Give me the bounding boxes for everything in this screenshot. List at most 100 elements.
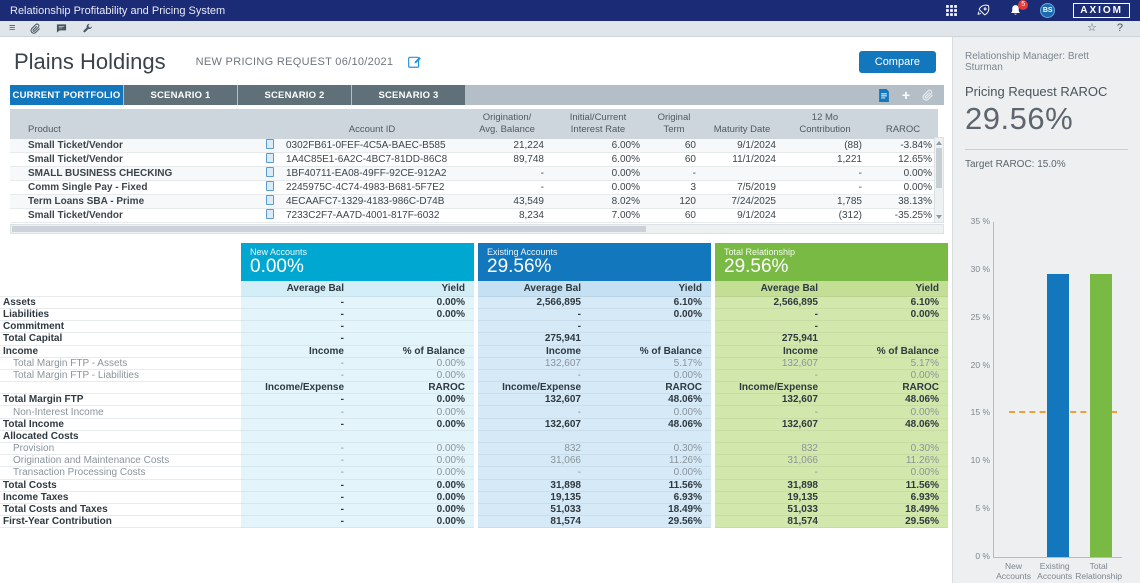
percent-cell: 0.00% [353, 357, 474, 370]
summary-group-headers: New Accounts 0.00% Existing Accounts 29.56%… [241, 242, 952, 281]
account-document-icon[interactable] [266, 166, 274, 177]
value-cell: 132,607 [715, 418, 827, 431]
group-gap [711, 280, 715, 297]
avg-bal-header: Average Bal [715, 280, 827, 297]
summary-row: First-Year Contribution -0.00% 81,574 29.56… [0, 516, 952, 529]
add-icon[interactable]: + [901, 87, 910, 103]
percent-cell [353, 321, 474, 334]
contribution-cell: 1,221 [782, 152, 868, 167]
y-tick-label: 20 % [970, 359, 990, 370]
account-icon-cell [260, 138, 280, 153]
percent-cell: 0.00% [827, 467, 948, 480]
account-document-icon[interactable] [266, 180, 274, 191]
account-id-cell: 4ECAAFC7-1329-4183-986C-D74B [280, 194, 464, 209]
x-tick-label: New Accounts [996, 561, 1032, 582]
scrollbar-thumb[interactable] [12, 225, 646, 232]
group-gap [474, 333, 478, 346]
value-cell: - [715, 467, 827, 480]
user-avatar[interactable]: BS [1040, 3, 1056, 18]
group-gap [711, 242, 715, 281]
group-gap [474, 516, 478, 529]
group-gap [474, 308, 478, 322]
percent-cell: 0.00% [827, 369, 948, 383]
value-cell: 19,135 [715, 491, 827, 504]
account-document-icon[interactable] [266, 138, 274, 149]
percent-cell: 11.56% [590, 479, 711, 492]
tab-scenario-2[interactable]: SCENARIO 2 [238, 85, 351, 105]
main-content: Plains Holdings NEW PRICING REQUEST 06/1… [0, 37, 952, 583]
value-cell: Income [715, 345, 827, 358]
percent-cell: 0.00% [353, 479, 474, 492]
percent-cell: 0.00% [353, 308, 474, 322]
account-document-icon[interactable] [266, 208, 274, 219]
table-row[interactable]: Term Loans SBA - Prime 4ECAAFC7-1329-4183… [10, 194, 938, 209]
table-row[interactable]: SMALL BUSINESS CHECKING 1BF40711-EA08-49F… [10, 166, 938, 181]
table-row[interactable]: Small Ticket/Vendor 0302FB61-0FEF-4C5A-BA… [10, 138, 938, 153]
comment-icon[interactable] [56, 23, 67, 34]
table-row[interactable]: Small Ticket/Vendor 1A4C85E1-6A2C-4BC7-81… [10, 152, 938, 167]
percent-cell: 0.00% [590, 369, 711, 383]
account-document-icon[interactable] [266, 152, 274, 163]
toolbar: ≡ ☆ ? [0, 21, 1140, 37]
tab-scenario-1[interactable]: SCENARIO 1 [124, 85, 237, 105]
y-tick-label: 15 % [970, 407, 990, 418]
product-cell: SMALL BUSINESS CHECKING [10, 166, 260, 181]
group-gap [474, 394, 478, 407]
rocket-icon[interactable] [976, 4, 990, 18]
wrench-icon[interactable] [82, 23, 93, 34]
raroc-cell: -35.25% [868, 208, 938, 223]
scrollbar-thumb[interactable] [936, 148, 942, 188]
yield-header: Yield [590, 280, 711, 297]
term-cell: 120 [646, 194, 702, 209]
scroll-down-icon[interactable] [936, 214, 942, 219]
percent-cell: 18.49% [827, 503, 948, 517]
table-row[interactable]: Small Ticket/Vendor 7233C2F7-AA7D-4001-81… [10, 208, 938, 223]
avg-bal-header: Average Bal [478, 280, 590, 297]
tab-current-portfolio[interactable]: CURRENT PORTFOLIO [10, 85, 123, 105]
favorite-star-icon[interactable]: ☆ [1087, 22, 1097, 34]
value-cell: 132,607 [715, 394, 827, 407]
percent-cell: 0.00% [353, 467, 474, 480]
scroll-up-icon[interactable] [936, 141, 942, 145]
tab-scenario-3[interactable]: SCENARIO 3 [352, 85, 465, 105]
menu-icon[interactable]: ≡ [9, 22, 16, 34]
edit-request-icon[interactable] [407, 55, 422, 69]
notifications-bell-icon[interactable]: 5 [1008, 0, 1029, 18]
interest-rate-cell: 7.00% [550, 208, 646, 223]
horizontal-scrollbar[interactable] [10, 223, 944, 234]
value-cell: - [241, 321, 353, 334]
percent-cell: 0.00% [590, 467, 711, 480]
bar-existing-accounts [1046, 274, 1069, 557]
value-cell: - [241, 516, 353, 529]
y-tick-label: 30 % [970, 263, 990, 274]
value-cell [478, 430, 590, 443]
table-row[interactable]: Comm Single Pay - Fixed 2245975C-4C74-498… [10, 180, 938, 195]
summary-subheader-row: Average Bal Yield Average Bal Yield Average … [0, 280, 952, 297]
product-cell: Comm Single Pay - Fixed [10, 180, 260, 195]
summary-row: Income/Expense RAROC Income/Expense RAROC In… [0, 382, 952, 395]
row-label: Total Costs and Taxes [0, 503, 241, 517]
product-cell: Small Ticket/Vendor [10, 208, 260, 223]
percent-cell [353, 333, 474, 346]
vertical-scrollbar[interactable] [934, 137, 944, 223]
row-label: Allocated Costs [0, 430, 241, 443]
target-raroc-label: Target RAROC: 15.0% [965, 159, 1066, 170]
percent-cell [827, 333, 948, 346]
term-cell: 60 [646, 138, 702, 153]
value-cell: - [241, 479, 353, 492]
apps-grid-icon[interactable] [944, 4, 958, 18]
raroc-cell: 12.65% [868, 152, 938, 167]
compare-button[interactable]: Compare [858, 51, 936, 73]
attachment-icon[interactable] [30, 23, 41, 34]
summary-row: Assets -0.00% 2,566,895 6.10% 2,566,895 6.10% [0, 296, 952, 309]
document-icon[interactable] [878, 88, 890, 102]
row-label: Total Margin FTP [0, 394, 241, 407]
avg-balance-cell: - [464, 180, 550, 195]
help-icon[interactable]: ? [1116, 22, 1123, 34]
percent-cell: 6.93% [590, 491, 711, 504]
paperclip-icon[interactable] [922, 89, 934, 101]
summary-row: Transaction Processing Costs -0.00% -0.00%… [0, 467, 952, 480]
account-document-icon[interactable] [266, 194, 274, 205]
group-gap [474, 491, 478, 504]
